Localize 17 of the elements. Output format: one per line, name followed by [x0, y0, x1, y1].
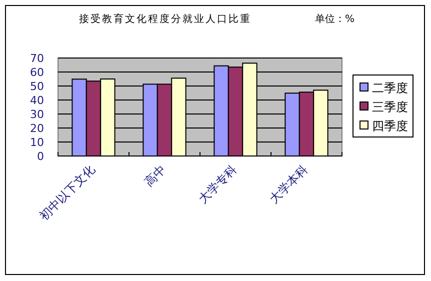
y-tick-label: 70: [30, 52, 44, 65]
chart-subtitle: 单位：%: [315, 13, 355, 25]
x-tick-label: 初中以下文化: [36, 162, 98, 224]
y-tick-label: 40: [30, 94, 44, 107]
x-tick-label: 高中: [142, 162, 169, 190]
y-tick-label: 60: [30, 66, 44, 79]
chart-title: 接受教育文化程度分就业人口比重: [78, 13, 252, 25]
y-tick-label: 50: [30, 80, 44, 93]
legend-label: 四季度: [372, 119, 408, 133]
legend-label: 二季度: [372, 81, 408, 95]
y-tick-label: 30: [30, 108, 44, 121]
y-tick-label: 10: [30, 136, 44, 149]
x-tick-label: 大学专科: [196, 162, 240, 206]
x-tick-label: 大学本科: [266, 162, 311, 206]
y-tick-label: 20: [30, 122, 44, 135]
y-tick-label: 0: [37, 150, 44, 163]
legend-label: 三季度: [372, 100, 408, 114]
